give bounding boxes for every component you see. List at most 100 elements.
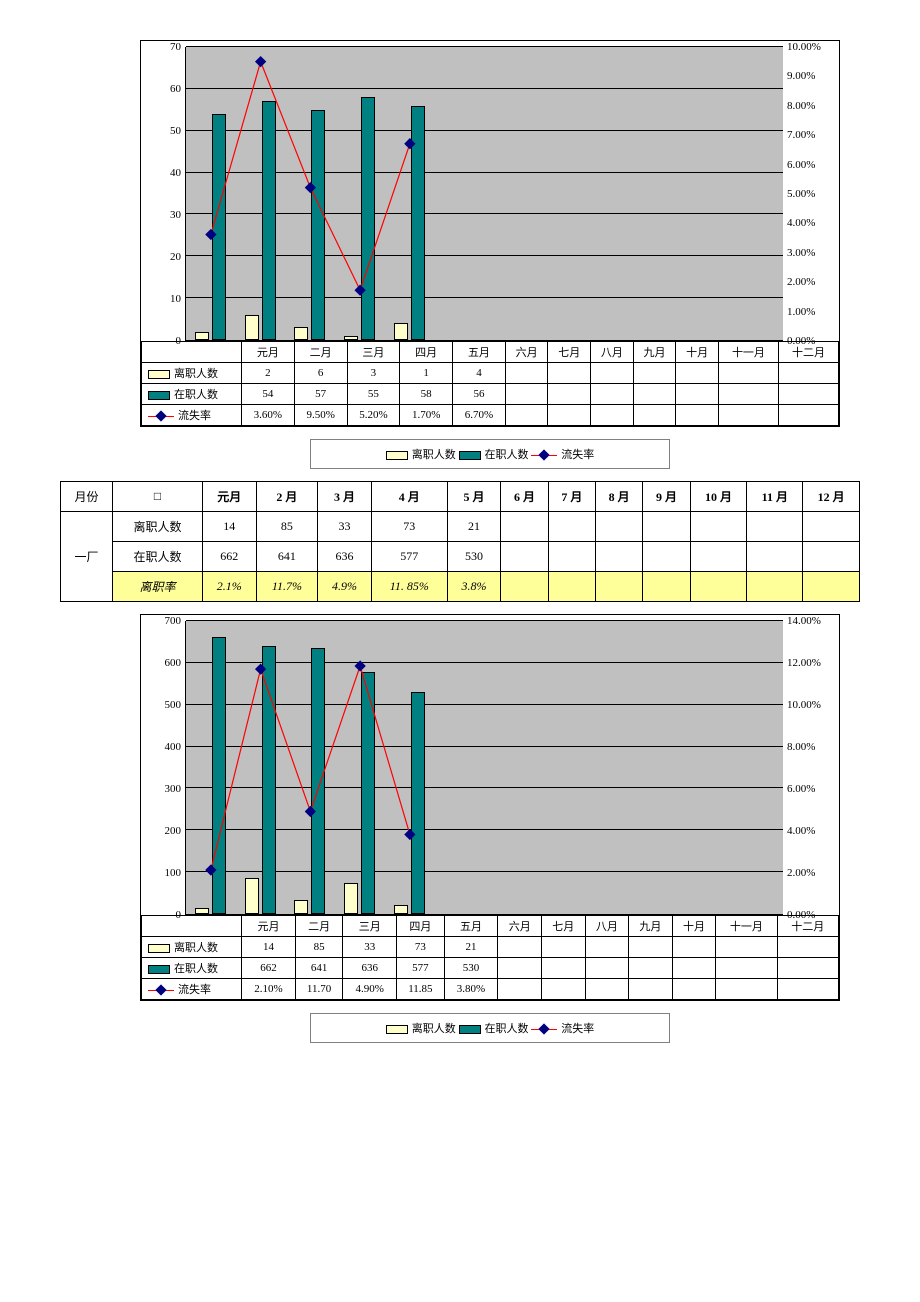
cell [585,937,629,958]
chart1-plot [185,47,783,341]
cell: 85 [295,937,342,958]
cell [690,572,747,602]
cell: 6.70% [453,405,506,426]
cell: 1 [400,363,453,384]
cell [595,542,642,572]
cell [718,363,778,384]
cell [633,405,676,426]
cell: 577 [371,542,447,572]
col-header: 2 月 [256,482,318,512]
cell [672,979,716,1000]
cell [676,384,719,405]
cell [591,363,634,384]
cell: 二月 [294,342,347,363]
col-header: 8 月 [595,482,642,512]
chart2-y-left: 7006005004003002001000 [141,621,185,915]
cell: 5.20% [347,405,400,426]
legend-leave-label: 离职人数 [174,368,218,380]
cell [643,512,690,542]
cell [803,512,860,542]
cell: 4 [453,363,506,384]
cell [591,384,634,405]
cell [505,384,548,405]
cell: 八月 [591,342,634,363]
cell: 1.70% [400,405,453,426]
cell [777,937,838,958]
col-header: 9 月 [643,482,690,512]
cell: 九月 [629,916,673,937]
cell: 57 [294,384,347,405]
cell [595,572,642,602]
chart2-data-table: 元月二月三月四月五月六月七月八月九月十月十一月十二月 离职人数148533732… [141,915,839,1000]
cell: 530 [447,542,501,572]
cell: 6 [294,363,347,384]
cell [585,979,629,1000]
cell [747,512,803,542]
cell [585,958,629,979]
cell [633,363,676,384]
cell: 73 [397,937,444,958]
cell [542,979,586,1000]
cell [591,405,634,426]
cell: 元月 [242,916,296,937]
col-header: 6 月 [501,482,548,512]
cell [803,542,860,572]
cell: 21 [447,512,501,542]
cell: 三月 [347,342,400,363]
col-month: 月份 [61,482,113,512]
cell: 85 [256,512,318,542]
cell [498,958,542,979]
cell [778,384,838,405]
cell: 四月 [397,916,444,937]
cell: 七月 [542,916,586,937]
cell [542,937,586,958]
cell: 636 [343,958,397,979]
cell: 58 [400,384,453,405]
cell: 11.70 [295,979,342,1000]
cell [690,542,747,572]
cell: 五月 [444,916,498,937]
cell [629,958,673,979]
cell: 641 [256,542,318,572]
cell [548,512,595,542]
cell: 二月 [295,916,342,937]
cell: 2.10% [242,979,296,1000]
cell [747,542,803,572]
cell: 十月 [672,916,716,937]
cell: 六月 [505,342,548,363]
cell [718,405,778,426]
cell [777,958,838,979]
cell: 2 [242,363,295,384]
cell: 11.7% [256,572,318,602]
cell: 六月 [498,916,542,937]
cell: 662 [202,542,256,572]
cell: 3.8% [447,572,501,602]
cell: 十一月 [716,916,777,937]
cell: 2.1% [202,572,256,602]
cell: 3.80% [444,979,498,1000]
cell [672,937,716,958]
chart2-plot [185,621,783,915]
cell: 四月 [400,342,453,363]
chart1-data-table: 元月二月三月四月五月六月七月八月九月十月十一月十二月 离职人数26314 在职人… [141,341,839,426]
cell [505,405,548,426]
col-header: 10 月 [690,482,747,512]
col-header: 4 月 [371,482,447,512]
cell [629,937,673,958]
cell [505,363,548,384]
cell: 9.50% [294,405,347,426]
chart2-legend-bottom: 离职人数 在职人数 流失率 [310,1013,670,1043]
col-header: 元月 [202,482,256,512]
row-rate-label: 离职率 [113,572,203,602]
cell: 14 [242,937,296,958]
cell [716,979,777,1000]
col-header: 7 月 [548,482,595,512]
cell [595,512,642,542]
cell: 56 [453,384,506,405]
cell: 662 [242,958,296,979]
cell [747,572,803,602]
cell [777,979,838,1000]
legend-rate-label: 流失率 [178,410,211,422]
cell: 11. 85% [371,572,447,602]
cell [716,937,777,958]
